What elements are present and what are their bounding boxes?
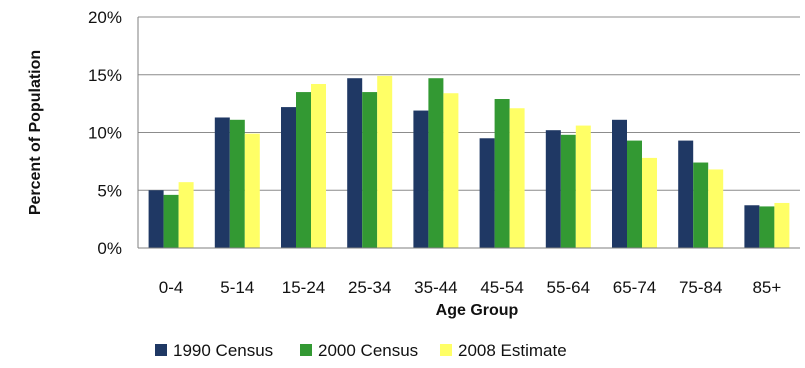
bar-1990-census-0-4 bbox=[148, 190, 164, 248]
y-tick-label: 0% bbox=[97, 239, 122, 258]
x-tick-label: 65-74 bbox=[613, 278, 656, 297]
y-tick-label: 5% bbox=[97, 181, 122, 200]
x-tick-label: 35-44 bbox=[414, 278, 457, 297]
bar-2000-census-75-84 bbox=[693, 162, 709, 248]
y-tick-label: 20% bbox=[88, 8, 122, 27]
bar-2008-estimate-5-14 bbox=[244, 133, 260, 248]
bars bbox=[148, 75, 790, 249]
x-tick-label: 0-4 bbox=[159, 278, 184, 297]
bar-1990-census-85+ bbox=[744, 205, 760, 248]
bar-2000-census-0-4 bbox=[163, 194, 179, 248]
bar-1990-census-65-74 bbox=[612, 119, 627, 248]
legend-swatch bbox=[300, 344, 312, 356]
x-tick-label: 75-84 bbox=[679, 278, 722, 297]
bar-2000-census-35-44 bbox=[428, 78, 444, 248]
legend-label: 2008 Estimate bbox=[458, 341, 567, 360]
bar-2008-estimate-75-84 bbox=[708, 169, 724, 248]
bar-2000-census-15-24 bbox=[296, 92, 311, 248]
x-tick-label: 5-14 bbox=[220, 278, 254, 297]
bar-2008-estimate-65-74 bbox=[642, 157, 657, 248]
bar-2000-census-5-14 bbox=[229, 119, 245, 248]
legend: 1990 Census 2000 Census 2008 Estimate bbox=[155, 341, 567, 360]
bar-2008-estimate-25-34 bbox=[377, 75, 393, 248]
bar-2008-estimate-15-24 bbox=[311, 83, 326, 249]
x-tick-label: 55-64 bbox=[547, 278, 590, 297]
legend-swatch bbox=[440, 344, 452, 356]
bar-2008-estimate-55-64 bbox=[575, 125, 591, 248]
bar-2000-census-25-34 bbox=[362, 92, 378, 248]
bar-2000-census-65-74 bbox=[627, 140, 642, 248]
bar-1990-census-25-34 bbox=[347, 78, 363, 248]
y-axis-title: Percent of Population bbox=[27, 50, 44, 215]
bar-1990-census-45-54 bbox=[479, 138, 495, 248]
bar-2000-census-85+ bbox=[759, 206, 775, 248]
x-tick-label: 15-24 bbox=[282, 278, 325, 297]
bar-2008-estimate-35-44 bbox=[443, 93, 459, 248]
bar-1990-census-75-84 bbox=[678, 140, 694, 248]
y-tick-labels: 0% 5% 10% 15% 20% bbox=[88, 8, 122, 258]
legend-label: 1990 Census bbox=[173, 341, 273, 360]
legend-label: 2000 Census bbox=[318, 341, 418, 360]
bar-2008-estimate-85+ bbox=[774, 202, 790, 248]
bar-2000-census-55-64 bbox=[560, 134, 576, 248]
bar-1990-census-55-64 bbox=[545, 130, 561, 248]
bar-2008-estimate-45-54 bbox=[509, 108, 525, 249]
legend-swatch bbox=[155, 344, 167, 356]
bar-2008-estimate-0-4 bbox=[178, 182, 194, 248]
bar-1990-census-5-14 bbox=[214, 117, 230, 248]
bar-1990-census-15-24 bbox=[281, 107, 296, 248]
x-tick-label: 45-54 bbox=[480, 278, 523, 297]
y-tick-label: 10% bbox=[88, 124, 122, 143]
bar-1990-census-35-44 bbox=[413, 110, 429, 249]
x-tick-label: 25-34 bbox=[348, 278, 391, 297]
y-tick-label: 15% bbox=[88, 66, 122, 85]
x-tick-labels: 0-4 5-14 15-24 25-34 35-44 45-54 55-64 65-74 75-… bbox=[159, 278, 782, 297]
bar-2000-census-45-54 bbox=[494, 99, 510, 248]
x-tick-label: 85+ bbox=[752, 278, 781, 297]
x-axis-title: Age Group bbox=[436, 302, 519, 319]
